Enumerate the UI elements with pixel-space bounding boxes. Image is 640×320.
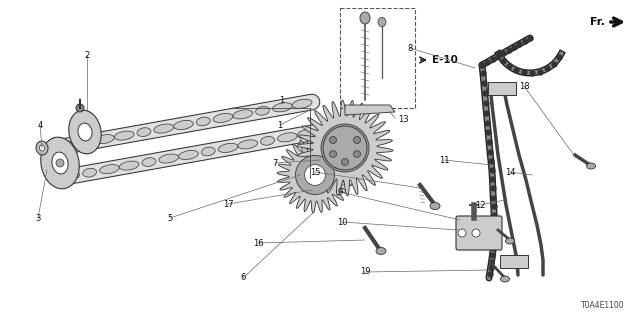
- Circle shape: [296, 156, 335, 195]
- Ellipse shape: [60, 172, 80, 181]
- Circle shape: [321, 124, 369, 172]
- Text: 14: 14: [505, 167, 515, 177]
- Ellipse shape: [260, 137, 275, 145]
- Polygon shape: [297, 100, 393, 196]
- Ellipse shape: [137, 128, 151, 136]
- Ellipse shape: [278, 133, 297, 142]
- Circle shape: [458, 229, 466, 237]
- Ellipse shape: [52, 152, 68, 174]
- Ellipse shape: [196, 117, 210, 126]
- Polygon shape: [488, 82, 516, 95]
- Ellipse shape: [78, 123, 92, 141]
- Ellipse shape: [292, 99, 312, 108]
- Ellipse shape: [36, 141, 48, 155]
- Text: 10: 10: [337, 218, 348, 227]
- Text: 9: 9: [337, 188, 342, 196]
- Ellipse shape: [68, 110, 101, 154]
- Text: 6: 6: [240, 274, 246, 283]
- Text: 13: 13: [398, 115, 408, 124]
- Ellipse shape: [376, 247, 386, 254]
- Ellipse shape: [115, 131, 134, 140]
- Circle shape: [56, 159, 64, 167]
- Ellipse shape: [506, 238, 515, 244]
- Polygon shape: [500, 255, 528, 268]
- Text: 4: 4: [37, 121, 43, 130]
- Ellipse shape: [378, 18, 386, 27]
- Circle shape: [353, 137, 360, 143]
- Text: 5: 5: [168, 213, 173, 222]
- Circle shape: [472, 229, 480, 237]
- Ellipse shape: [76, 104, 84, 112]
- Text: E-10: E-10: [432, 55, 458, 65]
- Ellipse shape: [218, 143, 238, 152]
- Text: Fr.: Fr.: [590, 17, 605, 27]
- Text: 12: 12: [475, 201, 485, 210]
- Text: 1: 1: [277, 121, 283, 130]
- Text: 17: 17: [223, 199, 234, 209]
- Text: 2: 2: [84, 51, 90, 60]
- Polygon shape: [345, 105, 395, 115]
- Ellipse shape: [95, 135, 115, 144]
- Circle shape: [305, 164, 325, 185]
- Text: 19: 19: [360, 268, 371, 276]
- Ellipse shape: [273, 103, 292, 112]
- Bar: [340, 8, 415, 108]
- Ellipse shape: [142, 158, 156, 166]
- Text: 11: 11: [439, 156, 449, 164]
- Ellipse shape: [238, 140, 258, 149]
- Circle shape: [330, 137, 337, 143]
- Circle shape: [342, 158, 349, 165]
- Text: T0A4E1100: T0A4E1100: [581, 301, 625, 310]
- Text: 16: 16: [253, 238, 263, 247]
- Ellipse shape: [77, 138, 92, 147]
- Ellipse shape: [83, 168, 97, 177]
- Ellipse shape: [100, 164, 119, 174]
- Text: 15: 15: [310, 167, 320, 177]
- Ellipse shape: [297, 129, 317, 138]
- Circle shape: [323, 126, 367, 170]
- Ellipse shape: [213, 113, 233, 123]
- Ellipse shape: [202, 147, 215, 156]
- Ellipse shape: [500, 276, 509, 282]
- Text: 1: 1: [280, 95, 285, 105]
- Ellipse shape: [154, 124, 173, 133]
- Ellipse shape: [119, 161, 139, 170]
- Text: 8: 8: [407, 44, 413, 52]
- Circle shape: [353, 150, 360, 157]
- Ellipse shape: [255, 107, 269, 115]
- Ellipse shape: [55, 142, 75, 151]
- Ellipse shape: [233, 110, 253, 119]
- Text: 18: 18: [518, 82, 529, 91]
- Ellipse shape: [586, 163, 595, 169]
- Circle shape: [330, 150, 337, 157]
- Polygon shape: [277, 137, 353, 213]
- Ellipse shape: [159, 154, 179, 163]
- Ellipse shape: [40, 145, 45, 151]
- Ellipse shape: [173, 120, 193, 130]
- Circle shape: [332, 135, 358, 161]
- Ellipse shape: [430, 203, 440, 210]
- Ellipse shape: [179, 150, 198, 160]
- Ellipse shape: [41, 137, 79, 189]
- Text: 7: 7: [272, 158, 278, 167]
- Ellipse shape: [360, 12, 370, 24]
- Text: 3: 3: [35, 213, 41, 222]
- FancyBboxPatch shape: [456, 216, 502, 250]
